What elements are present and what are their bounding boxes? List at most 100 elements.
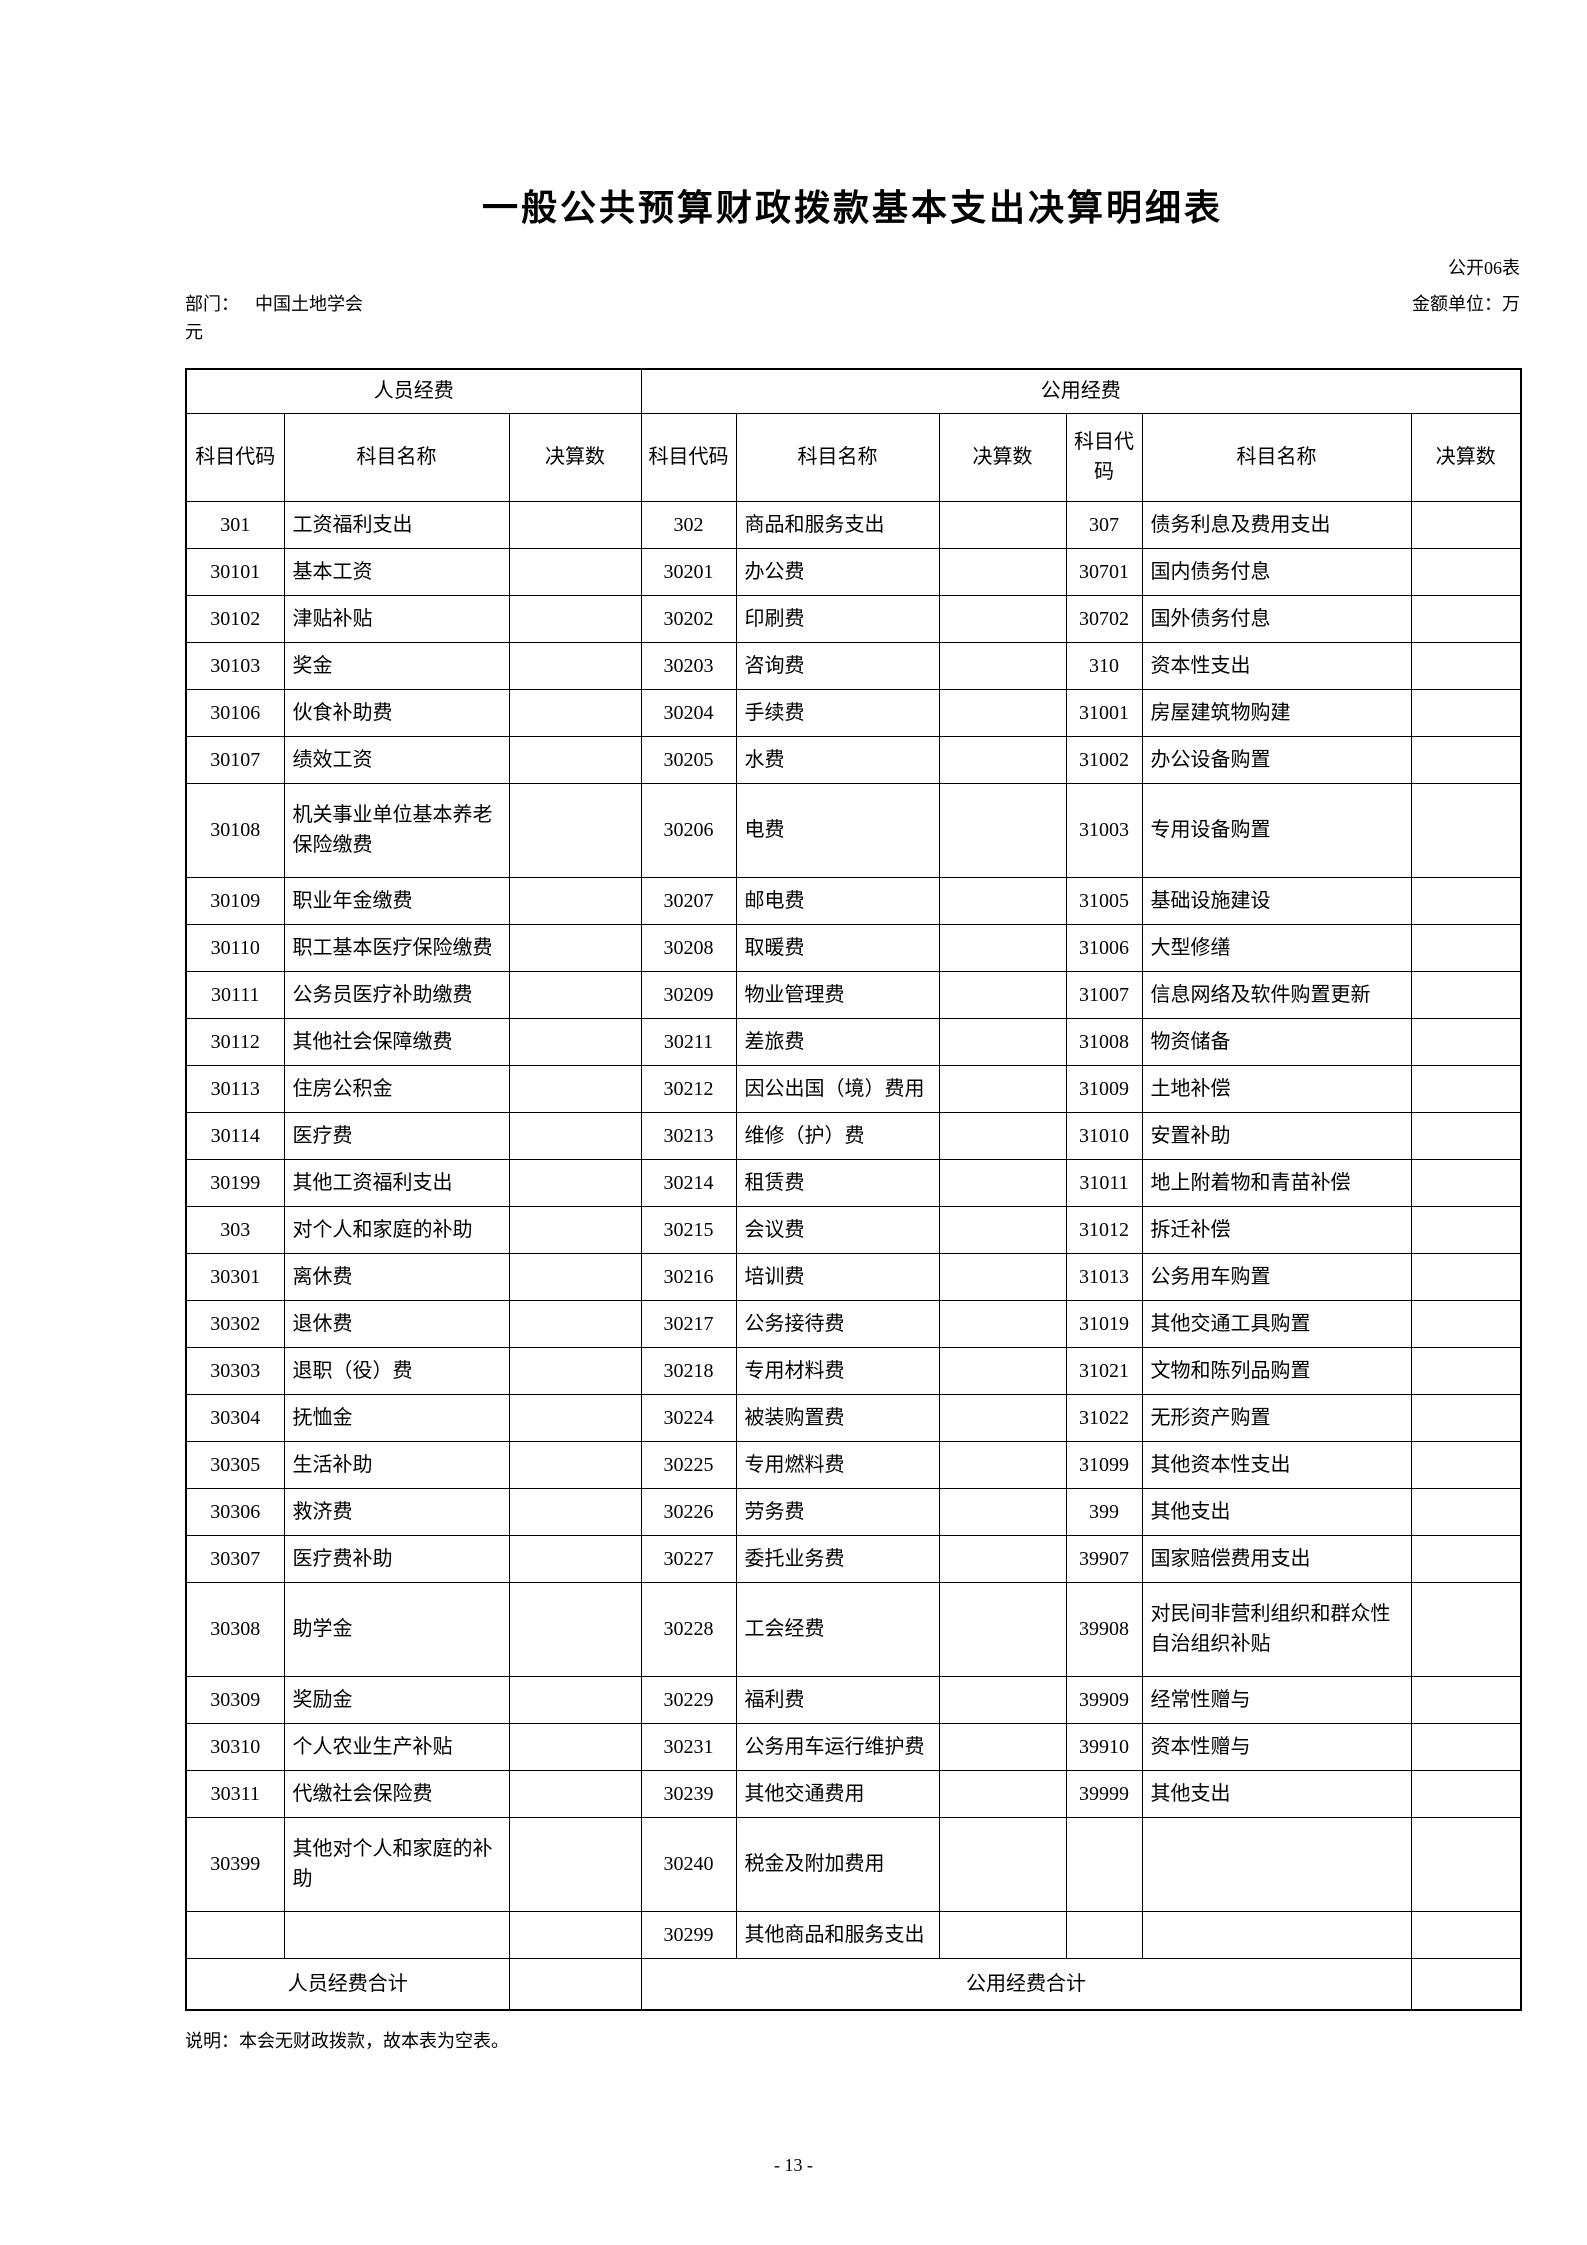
subject-code-cell: 30201 [640, 547, 737, 596]
subject-code-cell: 30207 [640, 876, 737, 925]
subject-code-cell: 30204 [640, 688, 737, 737]
subject-code-cell: 30211 [640, 1017, 737, 1066]
subject-name-cell: 信息网络及软件购置更新 [1141, 970, 1412, 1019]
amount-cell [938, 594, 1067, 643]
amount-cell [1410, 500, 1522, 549]
subject-name-cell: 对民间非营利组织和群众性自治组织补贴 [1141, 1581, 1412, 1677]
subject-code-cell: 30224 [640, 1393, 737, 1442]
subject-code-cell: 30302 [185, 1299, 285, 1348]
amount-cell [1410, 923, 1522, 972]
subject-name-cell: 生活补助 [283, 1440, 510, 1489]
amount-cell [1410, 1346, 1522, 1395]
amount-cell [938, 1393, 1067, 1442]
subject-name-cell: 个人农业生产补贴 [283, 1722, 510, 1771]
subject-code-cell [1065, 1816, 1143, 1912]
subject-code-cell: 31009 [1065, 1064, 1143, 1113]
department-line: 部门： 中国土地学会 [185, 292, 363, 316]
subject-name-cell: 劳务费 [735, 1487, 940, 1536]
amount-cell [1410, 970, 1522, 1019]
subject-name-cell: 医疗费补助 [283, 1534, 510, 1583]
subject-name-cell: 职工基本医疗保险缴费 [283, 923, 510, 972]
subject-name-cell: 基本工资 [283, 547, 510, 596]
amount-cell [1410, 1252, 1522, 1301]
subject-name-cell [283, 1910, 510, 1959]
note-text: 说明：本会无财政拨款，故本表为空表。 [185, 2031, 509, 2051]
subject-code-cell: 30199 [185, 1158, 285, 1207]
amount-cell [508, 1346, 642, 1395]
subject-code-cell: 30228 [640, 1581, 737, 1677]
subject-code-cell: 30101 [185, 547, 285, 596]
subject-code-cell: 30206 [640, 782, 737, 878]
subject-code-cell: 30306 [185, 1487, 285, 1536]
subject-name-cell: 办公设备购置 [1141, 735, 1412, 784]
subject-code-cell: 31001 [1065, 688, 1143, 737]
subject-code-cell: 30229 [640, 1675, 737, 1724]
subject-name-cell: 其他社会保障缴费 [283, 1017, 510, 1066]
subject-code-cell: 30213 [640, 1111, 737, 1160]
amount-cell [508, 688, 642, 737]
amount-cell [1410, 1440, 1522, 1489]
amount-cell [508, 594, 642, 643]
subject-name-cell: 安置补助 [1141, 1111, 1412, 1160]
subject-code-cell: 30399 [185, 1816, 285, 1912]
subject-name-cell: 抚恤金 [283, 1393, 510, 1442]
subject-code-cell: 302 [640, 500, 737, 549]
subject-code-cell: 30301 [185, 1252, 285, 1301]
amount-cell [508, 1111, 642, 1160]
subject-name-cell: 因公出国（境）费用 [735, 1064, 940, 1113]
subject-code-cell: 31005 [1065, 876, 1143, 925]
table-row: 30107 绩效工资 30205 水费 31002 办公设备购置 [185, 735, 1522, 784]
table-row: 30305 生活补助 30225 专用燃料费 31099 其他资本性支出 [185, 1440, 1522, 1489]
subject-name-cell: 资本性赠与 [1141, 1722, 1412, 1771]
subject-code-cell: 310 [1065, 641, 1143, 690]
subject-name-cell: 其他资本性支出 [1141, 1440, 1412, 1489]
subject-code-cell: 30208 [640, 923, 737, 972]
subject-name-cell: 奖金 [283, 641, 510, 690]
subject-code-cell: 31002 [1065, 735, 1143, 784]
amount-cell [508, 1205, 642, 1254]
amount-cell [938, 1675, 1067, 1724]
subject-code-cell: 30209 [640, 970, 737, 1019]
subject-code-cell: 30225 [640, 1440, 737, 1489]
subject-name-cell: 公务接待费 [735, 1299, 940, 1348]
amount-cell [508, 923, 642, 972]
subject-name-cell: 水费 [735, 735, 940, 784]
meta-line: 部门： 中国土地学会 金额单位：万 [185, 292, 1520, 316]
public-total-label: 公用经费合计 [640, 1957, 1412, 2011]
subject-code-cell: 31019 [1065, 1299, 1143, 1348]
group-header-personnel: 人员经费 [185, 368, 642, 414]
amount-cell [1410, 1158, 1522, 1207]
subject-code-cell: 39909 [1065, 1675, 1143, 1724]
subject-code-cell: 30102 [185, 594, 285, 643]
subject-name-cell [1141, 1816, 1412, 1912]
subject-name-cell: 国内债务付息 [1141, 547, 1412, 596]
amount-cell [1410, 1487, 1522, 1536]
subject-code-cell: 30114 [185, 1111, 285, 1160]
subject-name-cell: 公务用车购置 [1141, 1252, 1412, 1301]
subject-name-cell: 工资福利支出 [283, 500, 510, 549]
subject-code-cell: 31012 [1065, 1205, 1143, 1254]
subject-code-cell: 30109 [185, 876, 285, 925]
subject-name-cell: 专用燃料费 [735, 1440, 940, 1489]
personnel-total-amount [508, 1957, 642, 2011]
subject-code-cell: 30702 [1065, 594, 1143, 643]
table-row: 30106 伙食补助费 30204 手续费 31001 房屋建筑物购建 [185, 688, 1522, 737]
subject-code-cell: 30110 [185, 923, 285, 972]
subject-code-cell: 30106 [185, 688, 285, 737]
subject-code-cell: 30103 [185, 641, 285, 690]
subject-name-cell: 医疗费 [283, 1111, 510, 1160]
subject-name-cell: 津贴补贴 [283, 594, 510, 643]
amount-cell [1410, 1111, 1522, 1160]
subject-code-cell: 30227 [640, 1534, 737, 1583]
table-row: 303 对个人和家庭的补助 30215 会议费 31012 拆迁补偿 [185, 1205, 1522, 1254]
amount-cell [1410, 1910, 1522, 1959]
table-row: 30306 救济费 30226 劳务费 399 其他支出 [185, 1487, 1522, 1536]
amount-cell [938, 1581, 1067, 1677]
amount-cell [1410, 1816, 1522, 1912]
amount-cell [508, 1393, 642, 1442]
subject-code-cell: 30303 [185, 1346, 285, 1395]
amount-cell [938, 782, 1067, 878]
subject-name-cell: 委托业务费 [735, 1534, 940, 1583]
amount-cell [508, 970, 642, 1019]
subject-code-cell: 39907 [1065, 1534, 1143, 1583]
